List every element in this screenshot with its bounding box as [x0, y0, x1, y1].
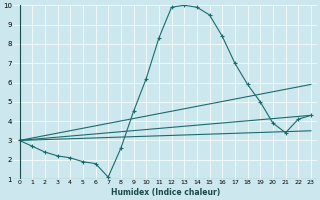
X-axis label: Humidex (Indice chaleur): Humidex (Indice chaleur) — [111, 188, 220, 197]
